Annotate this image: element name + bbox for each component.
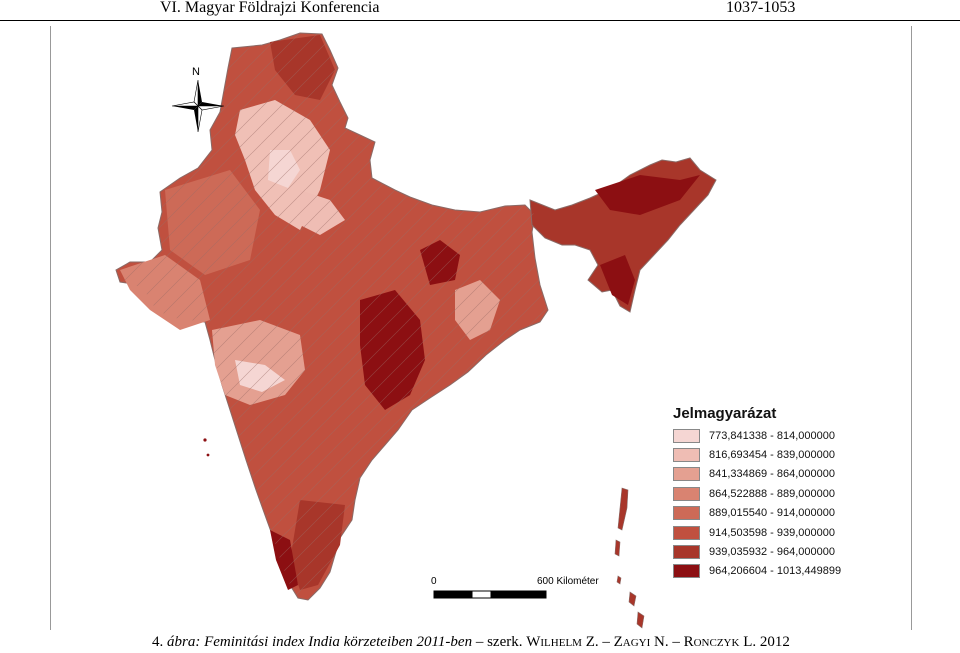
caption-author: Zagyi N.: [613, 634, 669, 650]
legend-swatch: [673, 564, 700, 579]
scale-zero-label: 0: [431, 576, 437, 587]
caption-author: Wilhelm Z.: [526, 634, 599, 650]
andaman-nicobar-islands: [614, 487, 645, 629]
map-legend: Jelmagyarázat 773,841338 - 814,000000 81…: [673, 405, 873, 581]
legend-label: 939,035932 - 964,000000: [709, 546, 836, 559]
legend-label: 773,841338 - 814,000000: [709, 429, 836, 442]
legend-swatch: [673, 486, 700, 501]
legend-swatch: [673, 448, 700, 463]
legend-row: 889,015540 - 914,000000: [673, 504, 873, 523]
region-ne-core: [595, 175, 700, 215]
legend-swatch: [673, 428, 700, 443]
lakshadweep-islands: [203, 438, 210, 457]
compass-north-label: N: [192, 66, 200, 78]
page-header: VI. Magyar Földrajzi Konferencia 1037-10…: [0, 0, 960, 21]
legend-label: 914,503598 - 939,000000: [709, 526, 836, 539]
figure-title: ábra: Feminitási index India körzeteiben…: [167, 634, 473, 650]
legend-swatch: [673, 525, 700, 540]
scale-max-label: 600 Kilométer: [537, 576, 599, 587]
conference-title: VI. Magyar Földrajzi Konferencia: [160, 0, 380, 16]
page-range: 1037-1053: [726, 0, 796, 16]
caption-author: Ronczyk L.: [683, 634, 757, 650]
scale-bar: [433, 590, 547, 599]
legend-row: 816,693454 - 839,000000: [673, 445, 873, 464]
caption-separator: –: [668, 634, 684, 650]
legend-row: 964,206604 - 1013,449899: [673, 562, 873, 581]
legend-title: Jelmagyarázat: [673, 405, 777, 422]
caption-separator: – szerk.: [472, 634, 527, 650]
caption-separator: –: [598, 634, 614, 650]
caption-year: 2012: [756, 634, 790, 650]
legend-row: 773,841338 - 814,000000: [673, 426, 873, 445]
legend-swatch: [673, 467, 700, 482]
legend-swatch: [673, 545, 700, 560]
compass-rose-icon: [171, 79, 225, 133]
legend-label: 816,693454 - 839,000000: [709, 449, 836, 462]
legend-label: 964,206604 - 1013,449899: [709, 565, 842, 578]
legend-row: 841,334869 - 864,000000: [673, 465, 873, 484]
figure-number: 4.: [152, 634, 164, 650]
map-frame: [50, 26, 912, 630]
legend-row: 939,035932 - 964,000000: [673, 542, 873, 561]
figure-caption: 4. ábra: Feminitási index India körzetei…: [0, 634, 960, 653]
legend-row: 864,522888 - 889,000000: [673, 484, 873, 503]
legend-swatch: [673, 506, 700, 521]
legend-label: 864,522888 - 889,000000: [709, 487, 836, 500]
legend-row: 914,503598 - 939,000000: [673, 523, 873, 542]
legend-label: 889,015540 - 914,000000: [709, 507, 836, 520]
legend-label: 841,334869 - 864,000000: [709, 468, 836, 481]
region-ne-south: [600, 255, 635, 305]
